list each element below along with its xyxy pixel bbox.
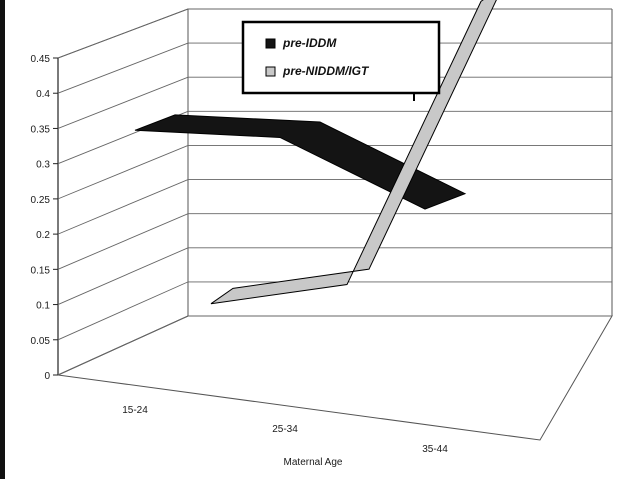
gridline — [57, 76, 612, 129]
x-tick-label-15-24: 15-24 — [122, 405, 148, 416]
x-axis-title: Maternal Age — [284, 457, 343, 468]
y-tick-label: 0.3 — [36, 160, 50, 171]
category-labels: 15-24 25-34 35-44 — [122, 405, 448, 455]
gridline — [57, 213, 612, 270]
y-tick-label: 0.35 — [31, 124, 51, 135]
y-tick-label: 0.45 — [31, 54, 51, 65]
gridline — [57, 281, 612, 341]
x-tick-label-25-34: 25-34 — [272, 424, 298, 435]
y-tick-label: 0 — [44, 371, 50, 382]
y-tick-label: 0.25 — [31, 195, 51, 206]
gridline — [57, 247, 612, 305]
gridline — [57, 179, 612, 235]
gridlines — [53, 8, 612, 376]
y-tick-label: 0.05 — [31, 336, 51, 347]
series-pre-iddm-ribbon — [134, 114, 467, 210]
series-layer — [134, 0, 497, 305]
y-tick-labels: 0 0.05 0.1 0.15 0.2 0.25 0.3 0.35 0.4 0.45 — [31, 54, 51, 382]
y-tick-label: 0.15 — [31, 265, 51, 276]
legend-swatch-pre-iddm — [265, 38, 276, 49]
gridline — [57, 144, 612, 200]
gridline — [57, 8, 612, 59]
left-border — [0, 0, 5, 479]
legend: pre-IDDM pre-NIDDM/IGT — [241, 20, 441, 101]
legend-box — [241, 20, 441, 95]
x-tick-label-35-44: 35-44 — [422, 444, 448, 455]
legend-label-pre-niddm-igt: pre-NIDDM/IGT — [282, 64, 370, 78]
y-tick-label: 0.2 — [36, 230, 50, 241]
y-tick-label: 0.4 — [36, 89, 50, 100]
gridline — [57, 315, 612, 376]
legend-label-pre-iddm: pre-IDDM — [282, 36, 337, 50]
y-tick-label: 0.1 — [36, 301, 50, 312]
series-pre-niddm-igt-ribbon — [210, 0, 497, 305]
legend-swatch-pre-niddm-igt — [265, 66, 276, 77]
gridline — [57, 110, 612, 165]
